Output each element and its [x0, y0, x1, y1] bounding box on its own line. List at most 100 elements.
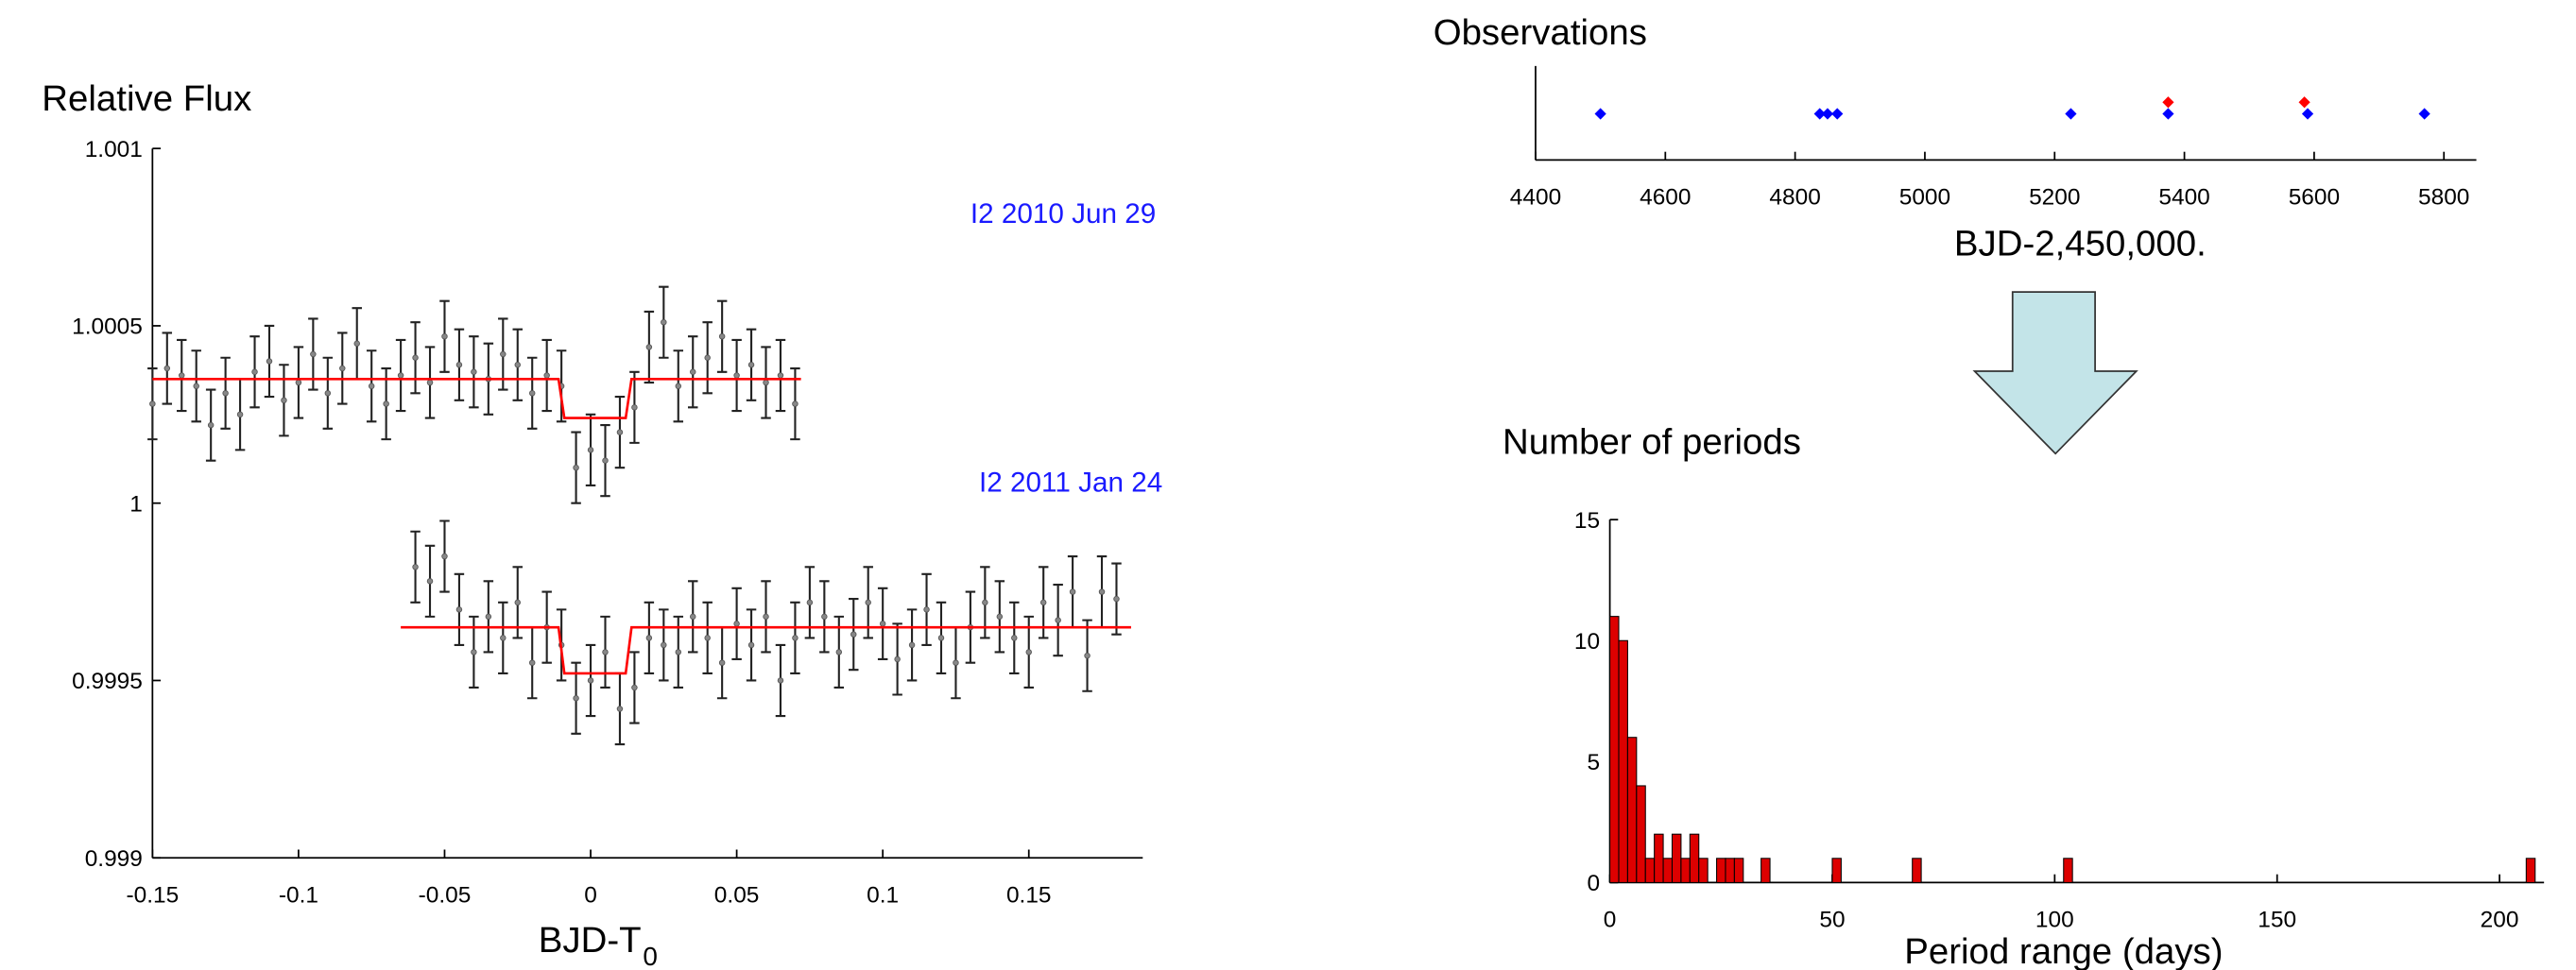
bar	[1671, 833, 1682, 883]
data-point	[602, 649, 609, 655]
data-point	[747, 641, 755, 649]
data-point	[645, 344, 653, 350]
bar	[1662, 858, 1674, 883]
observation	[2065, 108, 2077, 120]
x-axis-label-subscript: 0	[643, 942, 658, 970]
x-axis-label: BJD-2,450,000.	[1954, 224, 2207, 264]
x-tick-label: -0.1	[279, 882, 318, 908]
data-point	[718, 332, 726, 340]
bar	[2525, 858, 2536, 883]
observation	[2418, 108, 2430, 120]
bar	[1626, 737, 1638, 883]
data-point	[528, 659, 536, 666]
x-tick-label: 0.05	[714, 882, 760, 908]
data-point	[1113, 595, 1120, 603]
data-point	[806, 599, 814, 606]
x-tick-label: 4400	[1510, 185, 1561, 211]
data-point	[1011, 635, 1018, 641]
data-point	[661, 318, 667, 326]
data-point	[455, 362, 463, 368]
data-point	[281, 397, 287, 404]
data-point	[412, 564, 419, 570]
data-point	[675, 649, 682, 655]
bar	[1644, 858, 1656, 883]
y-tick-label: 0	[1588, 871, 1601, 896]
bar	[1680, 858, 1691, 883]
data-point	[996, 613, 1004, 621]
data-point	[982, 599, 988, 606]
data-point	[397, 372, 404, 379]
data-point	[894, 655, 901, 663]
data-point	[865, 599, 871, 606]
bar	[1912, 858, 1922, 883]
bar	[1716, 858, 1726, 883]
series-name: I2 2011 Jan 24	[979, 467, 1162, 498]
data-point	[645, 635, 653, 641]
data-point	[690, 368, 696, 376]
data-point	[718, 659, 726, 666]
data-point	[777, 372, 784, 379]
observation	[2162, 108, 2174, 120]
data-point	[953, 659, 959, 666]
data-point	[149, 400, 156, 407]
bar	[1618, 639, 1628, 883]
x-tick-label: 0	[1604, 908, 1617, 933]
data-point	[690, 613, 696, 621]
data-point	[923, 606, 930, 613]
x-axis-label: Period range (days)	[1904, 931, 2223, 970]
data-point	[471, 368, 477, 376]
data-point	[368, 383, 375, 390]
data-point	[879, 621, 886, 627]
observation	[1831, 108, 1844, 120]
model-line	[401, 625, 1131, 675]
series-name: I2 2010 Jun 29	[970, 198, 1156, 230]
data-point	[295, 379, 302, 386]
y-tick-label: 10	[1574, 629, 1600, 655]
data-point	[850, 631, 857, 638]
x-tick-label: 5600	[2289, 185, 2340, 211]
data-point	[747, 362, 755, 368]
bar	[1689, 833, 1700, 883]
bar	[1733, 858, 1744, 883]
data-point	[500, 635, 507, 641]
data-point	[412, 354, 419, 361]
data-point	[426, 578, 434, 585]
data-point	[675, 383, 682, 390]
data-point	[763, 613, 769, 621]
data-point	[661, 641, 667, 649]
bar	[1760, 858, 1771, 883]
y-tick-label: 1.001	[85, 137, 143, 162]
data-point	[1069, 588, 1076, 595]
data-point	[266, 358, 273, 365]
data-point	[528, 390, 536, 397]
data-point	[704, 354, 711, 361]
data-point	[471, 649, 477, 655]
data-point	[1025, 649, 1032, 655]
data-point	[426, 379, 434, 386]
data-point	[1055, 617, 1061, 623]
x-tick-label: 4800	[1769, 185, 1820, 211]
data-point	[455, 606, 463, 613]
data-point	[631, 684, 638, 691]
data-point	[441, 332, 448, 340]
data-point	[207, 421, 215, 429]
data-point	[587, 447, 594, 453]
data-point	[908, 641, 916, 649]
data-point	[236, 411, 244, 418]
data-point	[733, 621, 740, 627]
bar	[1636, 785, 1646, 883]
y-tick-label: 1.0005	[72, 315, 143, 340]
observation	[1813, 108, 1826, 120]
y-tick-label: 1	[129, 491, 143, 517]
chart-title: Observations	[1434, 12, 1647, 53]
y-tick-label: 0.9995	[72, 669, 143, 694]
data-point	[792, 635, 799, 641]
y-tick-label: 15	[1574, 508, 1600, 534]
x-tick-label: 5200	[2029, 185, 2080, 211]
observation	[2298, 96, 2310, 109]
x-axis-label: BJD-T	[539, 920, 642, 961]
chart-title: Relative Flux	[42, 78, 251, 119]
data-point	[937, 635, 945, 641]
x-tick-label: 5000	[1899, 185, 1950, 211]
data-point	[704, 635, 711, 641]
